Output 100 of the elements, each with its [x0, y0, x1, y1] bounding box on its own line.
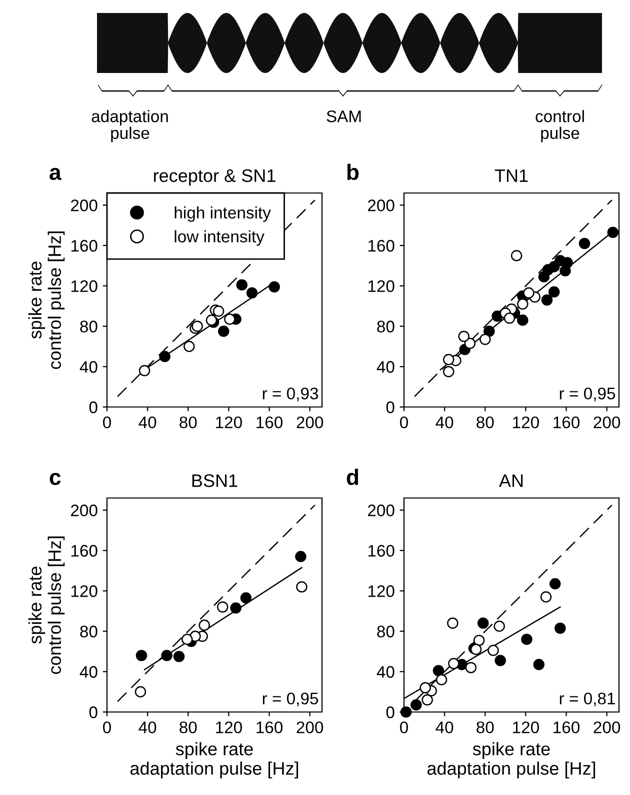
x-tick-label: 120 [216, 416, 242, 428]
point [447, 618, 458, 629]
chart-title: TN1 [494, 169, 528, 182]
point [216, 601, 228, 613]
point [540, 591, 552, 603]
point [549, 578, 561, 590]
point [473, 634, 485, 646]
point [138, 365, 150, 376]
point [541, 294, 553, 306]
point [494, 654, 506, 666]
y-tick-label: 200 [368, 200, 394, 212]
x-tick-label: 80 [180, 416, 197, 428]
point [420, 682, 431, 694]
x-tick-label: 160 [554, 416, 580, 428]
point [517, 298, 528, 310]
y-tick-label: 120 [71, 280, 98, 292]
y-tick-label: 200 [71, 504, 98, 516]
x-axis-title: spike rate adaptation pulse [Hz] [130, 742, 298, 778]
y-tick-label: 40 [376, 361, 394, 373]
y-tick-label: 0 [386, 401, 394, 414]
y-tick-label: 120 [368, 585, 394, 598]
text: d [346, 468, 358, 486]
y-tick-label: 160 [368, 544, 394, 557]
point [268, 281, 280, 293]
annotation: r = 0,95 [560, 388, 616, 402]
point [212, 305, 224, 317]
point [442, 354, 454, 366]
y-tick-label: 0 [386, 706, 394, 718]
x-tick-label: 120 [513, 721, 539, 734]
point [246, 287, 258, 299]
x-axis-title: spike rate adaptation pulse [Hz] [427, 742, 596, 778]
point [510, 250, 522, 262]
point [488, 644, 499, 656]
x-tick-label: 120 [216, 721, 242, 734]
chart-title: AN [498, 474, 523, 487]
x-tick-label: 200 [594, 416, 620, 428]
point [296, 581, 308, 592]
y-tick-label: 160 [71, 240, 98, 252]
text: adaptation pulse [92, 110, 168, 142]
point [504, 312, 516, 324]
x-tick-label: 40 [436, 416, 454, 428]
y-tick-label: 120 [368, 280, 394, 292]
point [136, 650, 148, 662]
legend-label: high intensity [174, 206, 271, 222]
y-tick-label: 40 [80, 361, 98, 373]
y-tick-label: 80 [377, 626, 394, 638]
y-tick-label: 0 [89, 706, 98, 718]
y-tick-label: 160 [368, 240, 394, 252]
point [448, 658, 460, 670]
text: c [50, 472, 61, 486]
y-tick-label: 40 [80, 666, 98, 678]
chart-title: BSN1 [192, 474, 238, 488]
point [236, 279, 248, 290]
x-tick-label: 0 [103, 721, 111, 734]
point [198, 620, 210, 631]
point [464, 338, 476, 350]
point [161, 650, 172, 662]
x-tick-label: 40 [138, 416, 156, 428]
point [400, 706, 412, 718]
point [465, 662, 477, 674]
y-axis-title: spike rate control pulse [Hz] [28, 232, 65, 369]
point [517, 314, 528, 326]
x-tick-label: 200 [296, 721, 324, 734]
point [533, 658, 545, 670]
point [560, 265, 571, 276]
x-tick-label: 80 [476, 416, 494, 428]
x-tick-label: 0 [400, 416, 408, 428]
x-tick-label: 160 [256, 721, 283, 734]
point [484, 326, 495, 337]
point [442, 366, 454, 378]
y-axis-title: spike rate control pulse [Hz] [28, 536, 65, 674]
point [458, 330, 470, 342]
point [240, 592, 252, 604]
annotation: r = 0,93 [262, 388, 318, 402]
x-tick-label: 200 [594, 721, 620, 734]
point [224, 314, 236, 325]
x-tick-label: 40 [436, 721, 454, 734]
y-tick-label: 160 [71, 544, 98, 557]
text: b [347, 164, 359, 180]
y-tick-label: 200 [71, 200, 98, 212]
point [521, 634, 532, 645]
y-tick-label: 80 [377, 320, 394, 332]
point [218, 326, 230, 337]
point [184, 340, 195, 352]
y-tick-label: 80 [80, 626, 98, 638]
point [159, 350, 170, 362]
point [173, 650, 185, 662]
point [554, 622, 566, 634]
x-tick-label: 40 [138, 721, 156, 734]
chart-title: receptor & SN1 [154, 169, 276, 186]
point [432, 664, 444, 676]
point [578, 238, 590, 250]
legend-label: low intensity [174, 230, 264, 246]
x-tick-label: 200 [296, 416, 324, 428]
text: a [50, 168, 62, 180]
point [494, 620, 505, 632]
text: SAM [326, 110, 361, 122]
point [410, 699, 422, 711]
point [523, 287, 534, 299]
annotation: r = 0,81 [560, 692, 615, 706]
